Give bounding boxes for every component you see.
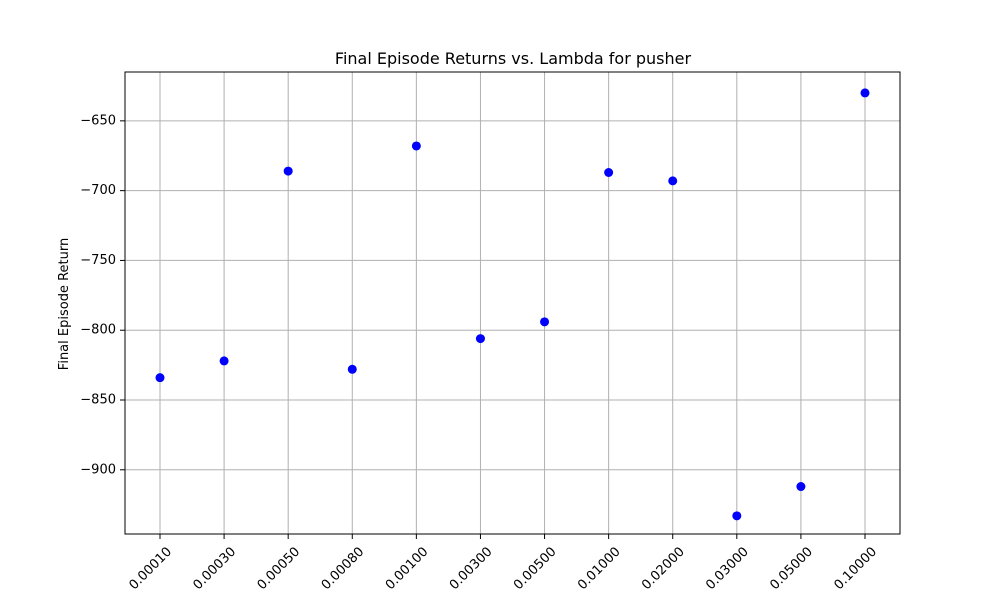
data-point [155,373,165,383]
grid [125,72,900,534]
data-point [411,141,421,151]
data-point [219,356,229,366]
data-point [796,482,806,492]
plot-frame [124,71,901,535]
y-tick-label: −900 [80,462,116,477]
data-point [860,88,870,98]
data-point [475,334,485,344]
y-axis-label: Final Episode Return [57,238,72,370]
data-point [668,176,678,186]
y-tick-label: −700 [80,183,116,198]
y-tick-label: −650 [80,113,116,128]
data-point [347,364,357,374]
data-point [732,511,742,521]
y-tick-label: −800 [80,323,116,338]
data-point [283,166,293,176]
y-tick-label: −850 [80,393,116,408]
data-point [540,317,550,327]
data-point [604,167,614,177]
data-points [155,88,870,521]
chart-title: Final Episode Returns vs. Lambda for pus… [335,49,692,68]
y-tick-label: −750 [80,253,116,268]
